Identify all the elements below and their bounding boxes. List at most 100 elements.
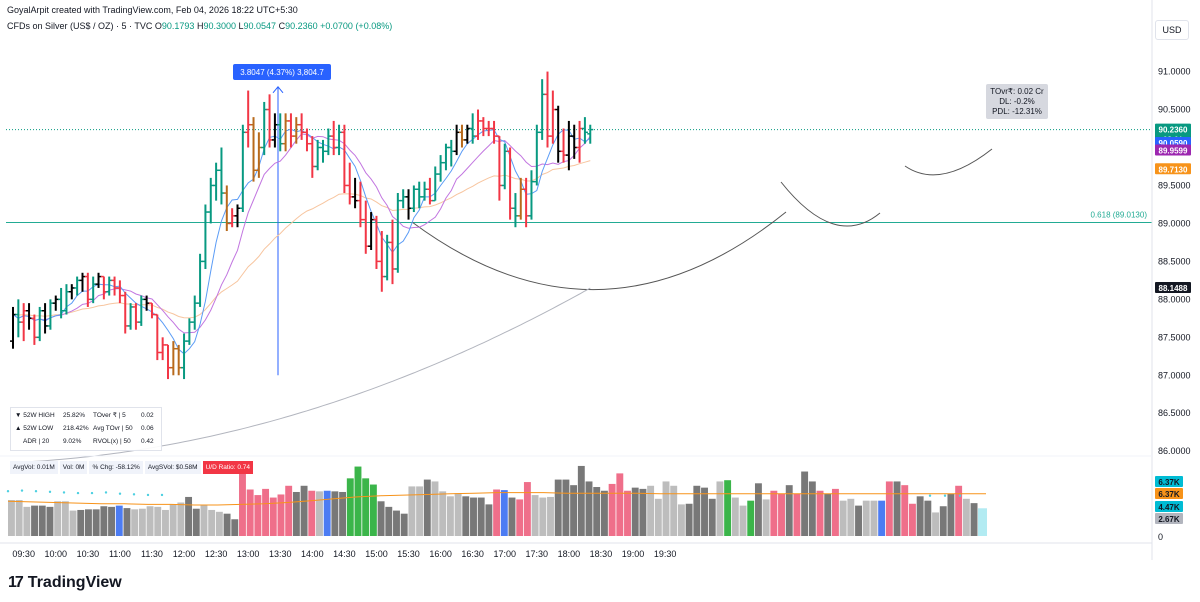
volume-bar [831,488,839,536]
symbol-name[interactable]: CFDs on Silver (US$ / OZ) · 5 · TVC [7,21,153,31]
ohlc-bar[interactable] [191,295,198,330]
ohlc-bar[interactable] [74,276,81,296]
ohlc-bar[interactable] [581,117,588,144]
ohlc-bar[interactable] [229,208,236,228]
ohlc-bar[interactable] [405,189,412,220]
ohlc-bar[interactable] [373,215,380,269]
volume-bar [54,501,62,536]
ohlc-bar[interactable] [218,147,225,205]
symbol-legend[interactable]: CFDs on Silver (US$ / OZ) · 5 · TVC O90.… [7,21,392,31]
ohlc-bar[interactable] [587,124,594,144]
ohlc-bar[interactable] [165,344,172,380]
ohlc-bar[interactable] [271,113,278,148]
ohlc-bar[interactable] [453,124,460,156]
ohlc-bar[interactable] [523,177,530,228]
ma-slow-line [12,160,591,319]
ohlc-bar[interactable] [250,117,257,182]
ohlc-bar[interactable] [234,204,241,228]
ohlc-bar[interactable] [223,185,230,232]
ohlc-bar[interactable] [560,128,567,163]
ohlc-bar[interactable] [517,177,524,220]
ohlc-bar[interactable] [314,139,321,171]
ohlc-bar[interactable] [239,124,246,213]
ohlc-bar[interactable] [362,200,369,254]
ohlc-bar[interactable] [555,105,562,163]
ohlc-bar[interactable] [325,128,332,156]
ohlc-bar[interactable] [68,284,75,300]
ohlc-bar[interactable] [549,90,556,144]
currency-button[interactable]: USD [1155,20,1189,40]
ohlc-bar[interactable] [368,212,375,250]
ohlc-bar[interactable] [576,120,583,163]
ohlc-bar[interactable] [539,79,546,140]
ohlc-bar[interactable] [47,299,54,330]
ohlc-bar[interactable] [42,303,49,334]
tradingview-logo[interactable]: 17 TradingView [8,574,122,592]
ohlc-bar[interactable] [213,162,220,201]
ohlc-bar[interactable] [352,177,359,209]
ohlc-bar[interactable] [341,124,348,194]
ohlc-close: 90.2360 [285,21,318,31]
stats-label: ADR | 20 [23,438,50,445]
ohlc-bar[interactable] [127,303,134,330]
ohlc-bar[interactable] [207,177,214,224]
drawings-layer[interactable]: 0.618 (89.0130) 3.8047 (4.37%) 3,804.7 TOv… [6,64,1152,376]
ohlc-bar[interactable] [159,337,166,361]
ohlc-bar[interactable] [432,166,439,202]
ohlc-bar[interactable] [116,280,123,304]
ohlc-bar[interactable] [15,299,22,338]
ohlc-bar[interactable] [10,306,16,349]
ohlc-bar[interactable] [309,136,316,178]
ohlc-bar[interactable] [480,117,487,137]
ohlc-bar[interactable] [491,120,498,144]
ohlc-bar[interactable] [202,204,209,269]
ohlc-bar[interactable] [138,295,145,326]
ohlc-bar[interactable] [346,162,353,205]
ohlc-bars[interactable] [10,71,594,380]
ohlc-bar[interactable] [426,177,433,205]
ohlc-bar[interactable] [36,306,43,342]
ohlc-bar[interactable] [181,333,188,380]
price-badge-text: 90.2360 [1159,126,1188,135]
ohlc-bar[interactable] [533,124,540,186]
ohlc-bar[interactable] [303,128,310,152]
ohlc-bar[interactable] [475,109,482,140]
ohlc-bar[interactable] [186,318,193,345]
ohlc-bar[interactable] [528,170,535,220]
ohlc-bar[interactable] [458,124,465,148]
ohlc-bar[interactable] [170,341,177,376]
ohlc-bar[interactable] [52,295,59,311]
ohlc-bar[interactable] [464,124,471,144]
ohlc-bar[interactable] [565,120,572,171]
ohlc-bar[interactable] [485,120,492,137]
ohlc-bar[interactable] [154,313,161,361]
ohlc-bar[interactable] [394,193,401,273]
ohlc-bar[interactable] [400,189,407,209]
ohlc-bar[interactable] [245,90,252,148]
ohlc-bar[interactable] [100,275,107,300]
ohlc-bar[interactable] [261,101,268,156]
ohlc-bar[interactable] [266,94,273,148]
ohlc-bar[interactable] [175,344,182,376]
ohlc-bar[interactable] [79,272,86,292]
ohlc-bar[interactable] [496,135,503,201]
ohlc-bar[interactable] [501,143,508,190]
ohlc-bar[interactable] [330,120,337,156]
ohlc-bar[interactable] [448,139,455,167]
ohlc-bar[interactable] [544,71,551,148]
ohlc-bar[interactable] [282,113,289,152]
volume-bar [439,491,447,536]
volume-badge [1155,513,1183,524]
ohlc-bar[interactable] [389,219,396,285]
ohlc-bar[interactable] [122,291,129,334]
ohlc-bar[interactable] [421,181,428,201]
ohlc-bar[interactable] [132,303,139,330]
volume-bar [500,490,508,536]
ohlc-bar[interactable] [197,253,204,307]
ohlc-bar[interactable] [469,113,476,144]
ohlc-bar[interactable] [20,303,27,342]
ohlc-bar[interactable] [437,155,444,182]
ohlc-bar[interactable] [442,143,449,171]
ohlc-bar[interactable] [507,147,514,220]
